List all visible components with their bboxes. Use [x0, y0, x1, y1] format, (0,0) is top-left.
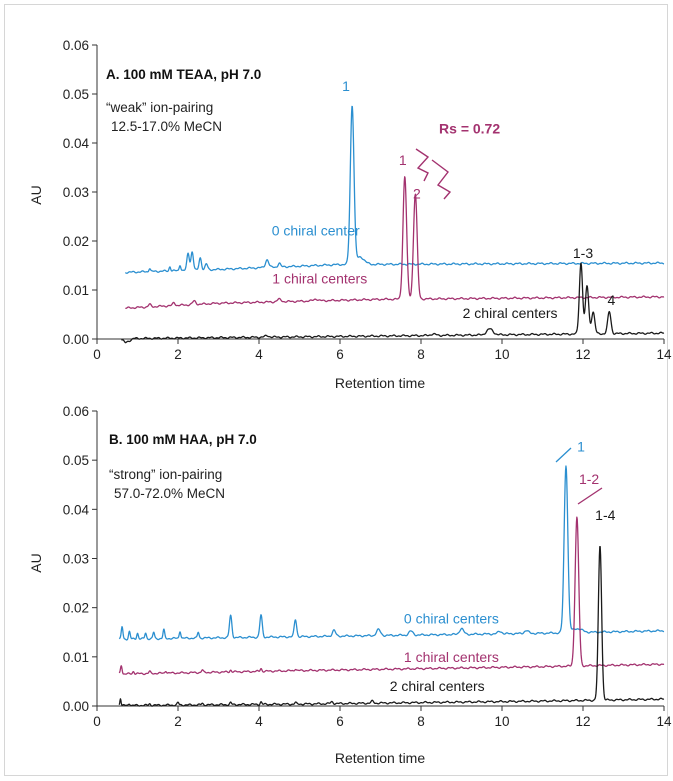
panel-a: 0.000.010.020.030.040.050.06 0 2 4 6 8 10 12 14… — [28, 38, 672, 391]
panel-b-trace-1 — [118, 516, 665, 676]
panel-a-x-tick-label: 14 — [656, 347, 672, 362]
panel-b-x-tick-label: 8 — [417, 714, 425, 729]
panel-a-traces — [121, 105, 665, 344]
panel-b-peak-label: 1-2 — [579, 471, 599, 487]
panel-a-y-tick-label: 0.02 — [63, 234, 89, 249]
panel-a-x-tick-label: 8 — [417, 347, 425, 362]
panel-b: 0.00 0.01 0.02 0.03 0.04 0.05 0.06 0 2 4 6 8 10 12 14… — [28, 404, 672, 766]
panel-b-x-tick-label: 12 — [575, 714, 590, 729]
peak-1-leader-line — [555, 447, 572, 463]
panel-b-x-axis: 0 2 4 6 8 10 12 14 — [93, 705, 672, 729]
panel-b-trace-2 — [118, 545, 665, 707]
panel-b-x-tick-label: 2 — [174, 714, 182, 729]
panel-b-series-label: 1 chiral centers — [404, 649, 499, 665]
panel-b-y-tick-label: 0.05 — [63, 453, 89, 468]
panel-a-title: A. 100 mM TEAA, pH 7.0 — [106, 67, 261, 82]
panel-a-x-tick-label: 6 — [336, 347, 344, 362]
panel-a-x-tick-label: 4 — [255, 347, 263, 362]
panel-b-x-tick-label: 4 — [255, 714, 263, 729]
panel-b-note-1: “strong” ion-pairing — [109, 467, 222, 482]
panel-a-peak-label: 2 — [413, 185, 421, 201]
panel-a-x-tick-label: 2 — [174, 347, 182, 362]
panel-b-x-tick-label: 0 — [93, 714, 101, 729]
peak-1-2-leader-line — [577, 487, 603, 505]
panel-b-x-tick-label: 10 — [494, 714, 509, 729]
panel-a-labels: 0 chiral center 1 chiral centers 2 chiral … — [272, 78, 616, 321]
panel-a-series-label: 1 chiral centers — [272, 271, 367, 287]
panel-a-x-tick-label: 12 — [575, 347, 590, 362]
figure-frame — [4, 4, 668, 776]
panel-a-peak-label: 4 — [607, 292, 615, 308]
panel-b-y-tick-label: 0.02 — [63, 601, 89, 616]
panel-b-series-label: 0 chiral centers — [404, 610, 499, 626]
panel-a-trace-2 — [121, 262, 665, 344]
panel-b-y-axis: 0.00 0.01 0.02 0.03 0.04 0.05 0.06 — [63, 404, 98, 714]
panel-a-xlabel: Retention time — [335, 375, 425, 391]
panel-a-y-tick-label: 0.00 — [63, 332, 89, 347]
panel-b-traces — [118, 465, 665, 707]
panel-a-y-axis: 0.00 0.01 0.02 0.03 0.04 0.05 0.06 — [63, 38, 98, 347]
panel-a-trace-1 — [125, 176, 665, 310]
panel-a-trace-0 — [124, 105, 665, 274]
panel-a-ylabel: AU — [28, 185, 44, 204]
rs-bracket-left — [415, 148, 430, 182]
panel-a-y-tick-label: 0.06 — [63, 38, 89, 53]
panel-a-x-tick-label: 10 — [494, 347, 509, 362]
panel-b-y-tick-label: 0.03 — [63, 552, 89, 567]
rs-annotation: Rs = 0.72 — [439, 121, 500, 137]
panel-b-trace-0 — [118, 465, 665, 641]
panel-a-x-tick-label: 0 — [93, 347, 101, 362]
panel-b-y-tick-label: 0.01 — [63, 650, 89, 665]
panel-b-y-tick-label: 0.00 — [63, 699, 89, 714]
panel-b-labels: 0 chiral centers 1 chiral centers 2 chiral… — [390, 438, 616, 693]
panel-a-series-label: 0 chiral center — [272, 223, 360, 239]
panel-a-x-axis: 0 2 4 6 8 10 12 14 — [93, 338, 672, 362]
panel-a-series-label: 2 chiral centers — [463, 305, 558, 321]
panel-a-peak-label: 1-3 — [573, 245, 593, 261]
panel-b-peak-label: 1-4 — [595, 507, 615, 523]
panel-b-xlabel: Retention time — [335, 750, 425, 766]
panel-b-y-tick-label: 0.06 — [63, 404, 89, 419]
panel-b-x-tick-label: 14 — [656, 714, 672, 729]
panel-a-y-tick-label: 0.05 — [63, 87, 89, 102]
panel-a-y-tick-label: 0.03 — [63, 185, 89, 200]
panel-b-x-tick-label: 6 — [336, 714, 344, 729]
panel-b-peak-label: 1 — [577, 438, 585, 454]
panel-a-y-tick-label: 0.01 — [63, 283, 89, 298]
panel-a-note-1: “weak” ion-pairing — [106, 100, 213, 115]
rs-bracket-right — [431, 159, 452, 200]
panel-b-y-tick-label: 0.04 — [63, 502, 90, 517]
panel-b-ylabel: AU — [28, 553, 44, 572]
panel-a-y-tick-label: 0.04 — [63, 136, 90, 151]
panel-b-title: B. 100 mM HAA, pH 7.0 — [109, 432, 257, 447]
panel-a-note-2: 12.5-17.0% MeCN — [111, 119, 222, 134]
panel-a-peak-label: 1 — [342, 78, 350, 94]
panel-a-peak-label: 1 — [399, 152, 407, 168]
panel-b-note-2: 57.0-72.0% MeCN — [114, 486, 225, 501]
panel-b-series-label: 2 chiral centers — [390, 678, 485, 694]
